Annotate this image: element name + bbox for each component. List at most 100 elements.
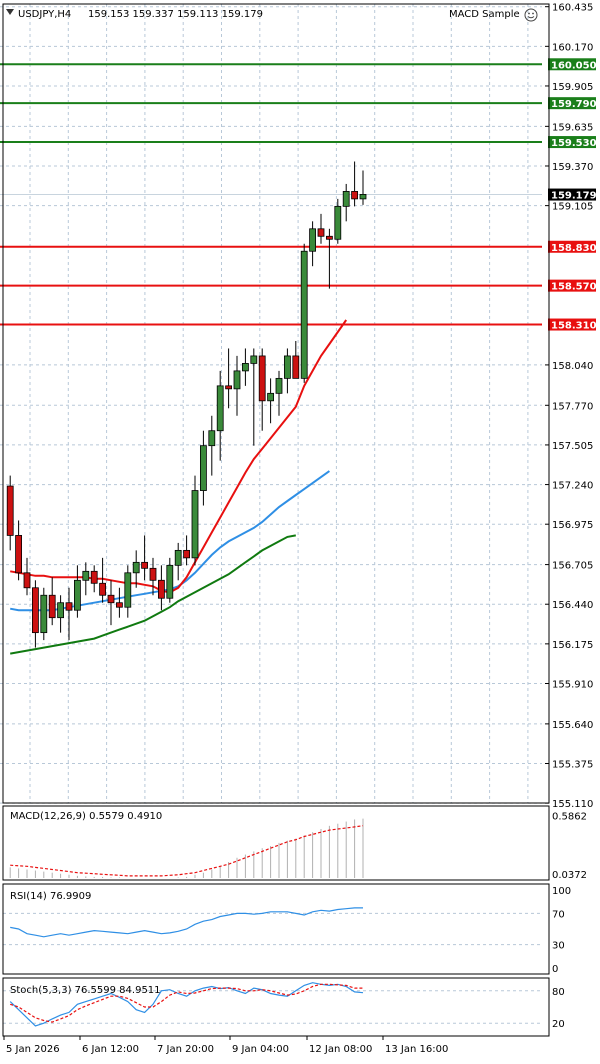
candle-body (57, 602, 64, 619)
level-price-label: 159.790 (551, 99, 597, 110)
time-tick-label: 7 Jan 20:00 (157, 1044, 214, 1055)
candle-body (183, 549, 191, 559)
level-price-label: 158.570 (551, 282, 597, 293)
candle-body (6, 485, 14, 536)
candle-body (65, 602, 73, 611)
level-lines (0, 63, 542, 326)
candle-body (149, 567, 157, 581)
candle-body (48, 594, 56, 619)
candle-body (23, 572, 31, 589)
candle-body (74, 579, 81, 611)
level-price-label: 158.830 (551, 243, 597, 254)
price-tick-label: 156.705 (552, 561, 593, 572)
main-panel-frame (2, 3, 550, 804)
price-tick-label: 159.635 (552, 122, 593, 133)
macd-panel (9, 818, 364, 878)
candle-body (40, 594, 48, 634)
time-tick-label: 12 Jan 08:00 (309, 1044, 372, 1055)
price-tick-label: 157.770 (552, 401, 593, 412)
axes: 160.435 160.170 159.905 159.635 159.370 159.1… (2, 3, 597, 1055)
rsi-tick-label: 100 (552, 886, 571, 897)
ma-slow-line (10, 534, 296, 655)
rsi-panel-frame (2, 883, 550, 975)
current-price-box (548, 188, 596, 201)
candle-body (292, 355, 300, 379)
macd-tick-label: 0.5862 (552, 812, 587, 823)
candle-body (116, 602, 123, 608)
candle-body (132, 561, 140, 574)
price-tick-label: 157.505 (552, 441, 593, 452)
candle-body (15, 535, 23, 574)
macd-signal-line (10, 825, 364, 877)
rsi-tick-label: 70 (552, 909, 565, 920)
rsi-panel (3, 907, 542, 946)
candle-body (141, 561, 149, 569)
level-price-box (548, 97, 596, 110)
candle-body (241, 363, 249, 372)
candle-body (191, 490, 199, 559)
candle-body (90, 570, 98, 584)
candle-body (233, 370, 241, 390)
price-tick-label: 155.640 (552, 720, 593, 731)
candlesticks (6, 161, 367, 648)
symbol-title: USDJPY,H4 (18, 9, 71, 20)
stoch-tick-label: 80 (552, 987, 565, 998)
price-tick-label: 160.435 (552, 3, 593, 14)
candle-body (99, 582, 106, 596)
level-price-label: 158.310 (551, 321, 597, 332)
rsi-line (10, 907, 363, 938)
macd-panel-frame (2, 805, 550, 881)
macd-tick-label: 0.0372 (552, 870, 587, 881)
candle-body (157, 579, 165, 599)
level-price-label: 159.530 (551, 138, 597, 149)
time-tick-label: 13 Jan 16:00 (385, 1044, 448, 1055)
stoch-panel-frame (2, 977, 550, 1037)
level-price-box (548, 279, 596, 292)
price-tick-label: 155.110 (552, 799, 593, 810)
level-price-box (548, 240, 596, 253)
smiley-icon[interactable] (524, 8, 538, 22)
level-price-box (548, 136, 596, 149)
current-price-label: 159.179 (551, 191, 597, 202)
ma-fast-line (10, 319, 348, 594)
candle-body (82, 570, 90, 581)
candle-body (174, 549, 182, 566)
candle-body (325, 235, 333, 240)
time-tick-label: 5 Jan 2026 (6, 1044, 60, 1055)
candle-body (250, 355, 258, 364)
level-price-box (548, 58, 596, 71)
price-tick-label: 155.375 (552, 760, 593, 771)
candle-body (225, 385, 233, 390)
candle-body (317, 228, 325, 237)
price-tick-label: 156.175 (552, 640, 593, 651)
price-tick-label: 159.105 (552, 202, 593, 213)
candle-body (124, 572, 132, 608)
candle-body (258, 355, 266, 402)
candle-body (351, 191, 359, 200)
candle-body (199, 445, 207, 491)
candle-body (275, 377, 283, 394)
rsi-label: RSI(14) 76.9909 (10, 891, 91, 902)
price-tick-label: 156.440 (552, 600, 593, 611)
macd-label: MACD(12,26,9) 0.5579 0.4910 (10, 811, 162, 822)
stoch-label: Stoch(5,3,3) 76.5599 84.9511 (10, 985, 161, 996)
price-tick-label: 160.170 (552, 42, 593, 53)
stoch-main-line (9, 982, 364, 1027)
price-tick-label: 157.240 (552, 481, 593, 492)
ohlc-readout: 159.153 159.337 159.113 159.179 (88, 9, 263, 20)
candle-body (309, 228, 317, 252)
candle-body (334, 205, 342, 240)
rsi-tick-label: 0 (552, 964, 558, 975)
triangle-down-icon[interactable] (6, 9, 14, 15)
expert-name: MACD Sample (449, 9, 520, 20)
stoch-tick-label: 20 (552, 1019, 565, 1030)
level-price-box (548, 318, 596, 331)
stochastic-panel (3, 982, 542, 1027)
price-tick-label: 159.370 (552, 162, 593, 173)
price-tick-label: 155.910 (552, 679, 593, 690)
candle-body (107, 594, 115, 604)
candle-body (342, 191, 350, 207)
time-tick-label: 9 Jan 04:00 (232, 1044, 289, 1055)
